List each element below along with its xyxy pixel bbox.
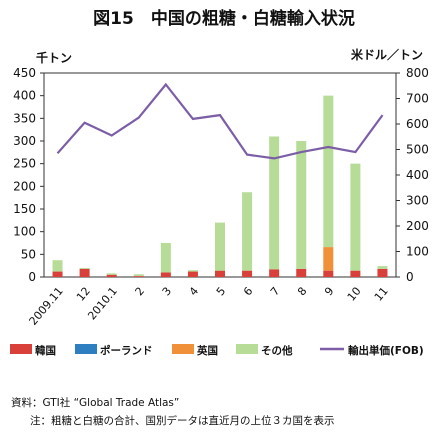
left-tick-label: 300	[13, 134, 36, 148]
left-tick-label: 400	[13, 89, 36, 103]
legend-swatch	[10, 344, 32, 354]
right-axis: 0 100 200 300 400 500 600 700 800	[396, 66, 429, 284]
bar-segment	[350, 270, 361, 277]
x-tick-label: 3	[160, 285, 174, 299]
legend: 韓国 ポーランド 英国 その他 輸出単価(FOB)	[10, 344, 424, 357]
legend-label: 韓国	[35, 344, 56, 357]
price-line	[56, 82, 384, 160]
line-series	[56, 82, 384, 160]
right-tick-label: 200	[406, 219, 429, 233]
x-tick-label: 11	[372, 285, 391, 304]
bars	[52, 95, 388, 277]
bar-segment	[160, 243, 171, 273]
x-tick-label: 12	[74, 285, 93, 304]
bar-segment	[350, 163, 361, 271]
right-tick-label: 300	[406, 194, 429, 208]
bar-segment	[79, 268, 90, 277]
left-tick-label: 450	[13, 66, 36, 80]
bar-segment	[323, 95, 334, 248]
bar-segment	[269, 136, 280, 270]
bar-segment	[215, 270, 225, 277]
x-tick-label: 6	[241, 285, 255, 299]
x-tick-label: 8	[295, 285, 309, 299]
left-tick-label: 350	[13, 111, 36, 125]
right-tick-label: 500	[406, 143, 429, 157]
right-tick-label: 800	[406, 66, 429, 80]
legend-swatch	[172, 344, 194, 354]
bar-segment	[79, 267, 90, 269]
right-tick-label: 700	[406, 92, 429, 106]
bar-segment	[242, 192, 253, 271]
bar-segment	[242, 270, 253, 277]
bar-segment	[296, 268, 307, 277]
left-axis: 0 50 100 150 200 250 300 350 400 450	[13, 66, 44, 284]
bar-segment	[133, 276, 144, 277]
bar-segment	[323, 270, 334, 277]
legend-label: 英国	[196, 344, 218, 357]
left-tick-label: 150	[13, 202, 36, 216]
bar-segment	[187, 270, 198, 272]
bar-segment	[215, 222, 225, 271]
legend-swatch	[75, 344, 97, 354]
left-tick-label: 200	[13, 179, 36, 193]
bar-segment	[377, 268, 388, 277]
chart-title: 図15 中国の粗糖・白糖輸入状況	[93, 8, 355, 29]
footnote: 注：粗糖と白糖の合計、国別データは直近月の上位３カ国を表示	[30, 414, 335, 427]
x-tick-label: 10	[345, 285, 364, 304]
left-axis-unit: 千トン	[36, 50, 72, 65]
left-tick-label: 50	[21, 247, 36, 261]
legend-swatch	[236, 344, 258, 354]
x-tick-label: 2009.11	[27, 285, 66, 328]
bar-segment	[323, 247, 334, 271]
bar-segment	[269, 269, 280, 277]
bar-segment	[133, 274, 144, 277]
right-axis-unit: 米ドル／トン	[351, 47, 423, 62]
bar-segment	[187, 271, 198, 277]
legend-label: 輸出単価(FOB)	[348, 344, 424, 357]
x-tick-label: 4	[187, 285, 201, 299]
bar-segment	[106, 274, 117, 277]
bar-segment	[106, 273, 117, 275]
left-tick-label: 100	[13, 225, 36, 239]
x-tick-label: 9	[322, 285, 336, 299]
bar-segment	[377, 266, 388, 269]
bar-segment	[52, 271, 63, 277]
x-tick-label: 2010.1	[85, 285, 120, 323]
x-tick-label: 5	[214, 285, 228, 299]
right-tick-label: 0	[406, 270, 414, 284]
bar-segment	[52, 260, 63, 272]
source-note: 資料：GTI社 “Global Trade Atlas”	[11, 396, 179, 409]
right-tick-label: 100	[406, 245, 429, 259]
x-tick-label: 7	[268, 285, 282, 299]
bar-segment	[296, 141, 307, 269]
legend-label: ポーランド	[100, 344, 153, 357]
left-tick-label: 250	[13, 157, 36, 171]
x-tick-label: 2	[133, 285, 147, 299]
bar-segment	[160, 272, 171, 277]
right-tick-label: 400	[406, 168, 429, 182]
right-tick-label: 600	[406, 117, 429, 131]
left-tick-label: 0	[28, 270, 36, 284]
legend-label: その他	[261, 344, 293, 357]
